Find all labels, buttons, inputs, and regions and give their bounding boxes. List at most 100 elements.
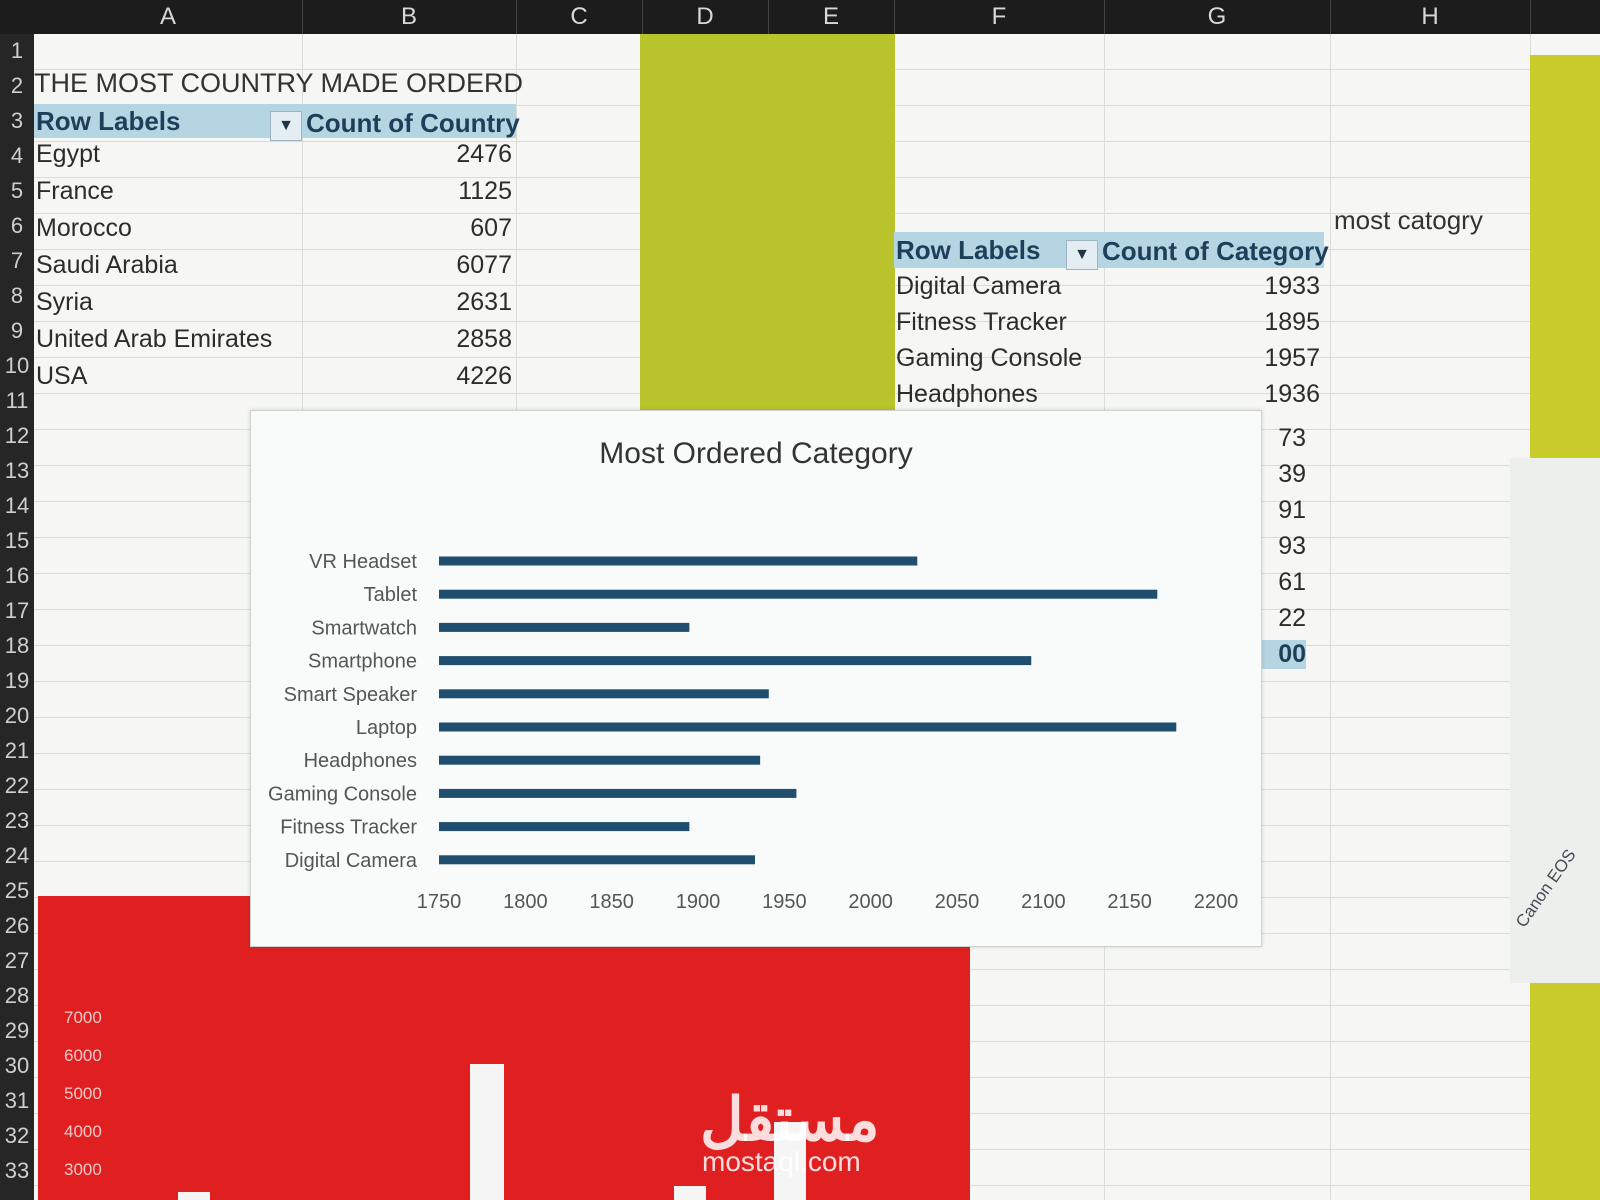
country-row-label[interactable]: United Arab Emirates	[36, 325, 273, 353]
category-note: most catogry	[1334, 205, 1483, 235]
most-ordered-category-chart[interactable]: Most Ordered Category VR Headset Tablet Sm…	[250, 410, 1262, 947]
chart-x-tick-label: 2150	[1107, 891, 1152, 913]
row-header-9[interactable]: 9	[10, 318, 24, 343]
row-header-19[interactable]: 19	[4, 668, 30, 693]
row-header-8[interactable]: 8	[10, 283, 24, 308]
red-chart-ytick: 6000	[64, 1046, 102, 1065]
filter-dropdown-button[interactable]: ▼	[270, 106, 302, 141]
country-pivot-title: THE MOST COUNTRY MADE ORDERD	[34, 68, 524, 98]
category-row-count-partial[interactable]: 00	[1262, 640, 1306, 669]
chart-category-label: Digital Camera	[285, 850, 418, 872]
category-row-count-partial[interactable]: 91	[1278, 496, 1306, 524]
row-header-21[interactable]: 21	[4, 738, 30, 763]
row-header-25[interactable]: 25	[4, 878, 30, 903]
chart-x-tick-label: 1800	[503, 891, 548, 913]
row-header-27[interactable]: 27	[4, 948, 30, 973]
row-header-6[interactable]: 6	[10, 213, 24, 238]
chart-category-label: Laptop	[356, 717, 417, 739]
row-header-15[interactable]: 15	[4, 528, 30, 553]
row-header-14[interactable]: 14	[4, 493, 30, 518]
row-header-1[interactable]: 1	[10, 38, 24, 63]
row-header-12[interactable]: 12	[4, 423, 30, 448]
column-header-h[interactable]: H	[1330, 0, 1531, 34]
row-header-13[interactable]: 13	[4, 458, 30, 483]
chart-x-tick-label: 2200	[1194, 891, 1239, 913]
row-header-33[interactable]: 33	[4, 1158, 30, 1183]
category-row-count-partial[interactable]: 93	[1278, 532, 1306, 560]
row-header-22[interactable]: 22	[4, 773, 30, 798]
image-card[interactable]	[1510, 458, 1600, 983]
chart-bar[interactable]	[439, 722, 1177, 732]
filter-dropdown-button[interactable]: ▼	[1066, 235, 1098, 270]
country-row-count[interactable]: 4226	[456, 362, 512, 390]
country-row-count[interactable]: 2858	[456, 325, 512, 353]
country-row-count[interactable]: 1125	[458, 177, 512, 205]
country-row-label[interactable]: USA	[36, 362, 88, 390]
grid-column-line	[1330, 34, 1331, 1200]
category-row-count-partial[interactable]: 61	[1278, 568, 1306, 596]
column-header-bar: A B C D E F G H	[0, 0, 1600, 34]
category-row-label[interactable]: Digital Camera	[896, 272, 1062, 300]
country-row-count[interactable]: 6077	[456, 251, 512, 279]
row-header-17[interactable]: 17	[4, 598, 30, 623]
chart-bar[interactable]	[439, 589, 1158, 599]
category-row-count-partial[interactable]: 39	[1278, 460, 1306, 488]
category-header-count: Count of Category	[1102, 236, 1329, 266]
row-header-26[interactable]: 26	[4, 913, 30, 938]
category-row-label[interactable]: Headphones	[896, 380, 1038, 408]
category-row-count-partial[interactable]: 73	[1278, 424, 1306, 452]
chart-bar[interactable]	[439, 689, 769, 699]
row-header-16[interactable]: 16	[4, 563, 30, 588]
category-row-count-partial[interactable]: 22	[1278, 604, 1306, 632]
chart-bar[interactable]	[439, 556, 918, 566]
column-header-f[interactable]: F	[894, 0, 1105, 34]
category-row-label[interactable]: Fitness Tracker	[896, 308, 1067, 336]
row-header-5[interactable]: 5	[10, 178, 24, 203]
column-header-c[interactable]: C	[516, 0, 643, 34]
category-row-count[interactable]: 1933	[1264, 272, 1320, 300]
chart-bar[interactable]	[439, 656, 1032, 666]
row-header-20[interactable]: 20	[4, 703, 30, 728]
row-header-2[interactable]: 2	[10, 73, 24, 98]
row-header-31[interactable]: 31	[4, 1088, 30, 1113]
category-row-count[interactable]: 1936	[1264, 380, 1320, 408]
country-row-count[interactable]: 2631	[456, 288, 512, 316]
row-header-29[interactable]: 29	[4, 1018, 30, 1043]
country-row-count[interactable]: 2476	[456, 140, 512, 168]
row-header-32[interactable]: 32	[4, 1123, 30, 1148]
row-header-18[interactable]: 18	[4, 633, 30, 658]
dropdown-arrow-icon: ▼	[270, 111, 302, 141]
chart-bar[interactable]	[439, 755, 761, 765]
row-header-28[interactable]: 28	[4, 983, 30, 1008]
chart-bar[interactable]	[439, 788, 797, 798]
chart-x-tick-label: 1900	[676, 891, 721, 913]
chart-bar[interactable]	[439, 822, 690, 832]
row-header-11[interactable]: 11	[5, 388, 29, 413]
chart-title: Most Ordered Category	[599, 437, 912, 470]
column-header-a[interactable]: A	[34, 0, 303, 34]
country-row-count[interactable]: 607	[470, 214, 512, 242]
column-header-d[interactable]: D	[642, 0, 769, 34]
chart-bar[interactable]	[439, 622, 690, 632]
column-header-e[interactable]: E	[768, 0, 895, 34]
row-header-7[interactable]: 7	[10, 248, 24, 273]
column-header-g[interactable]: G	[1104, 0, 1331, 34]
category-row-count[interactable]: 1957	[1264, 344, 1320, 372]
row-header-23[interactable]: 23	[4, 808, 30, 833]
chart-category-label: Headphones	[304, 750, 417, 772]
category-row-count[interactable]: 1895	[1264, 308, 1320, 336]
chart-category-label: Fitness Tracker	[280, 817, 417, 839]
column-header-b[interactable]: B	[302, 0, 517, 34]
row-header-30[interactable]: 30	[4, 1053, 30, 1078]
country-row-label[interactable]: Egypt	[36, 140, 100, 168]
country-row-label[interactable]: Syria	[36, 288, 93, 316]
country-row-label[interactable]: Saudi Arabia	[36, 251, 178, 279]
row-header-4[interactable]: 4	[10, 143, 24, 168]
category-row-label[interactable]: Gaming Console	[896, 344, 1083, 372]
row-header-24[interactable]: 24	[4, 843, 30, 868]
row-header-10[interactable]: 10	[4, 353, 30, 378]
country-row-label[interactable]: France	[36, 177, 114, 205]
row-header-3[interactable]: 3	[10, 108, 24, 133]
country-row-label[interactable]: Morocco	[36, 214, 132, 242]
chart-bar[interactable]	[439, 855, 755, 865]
